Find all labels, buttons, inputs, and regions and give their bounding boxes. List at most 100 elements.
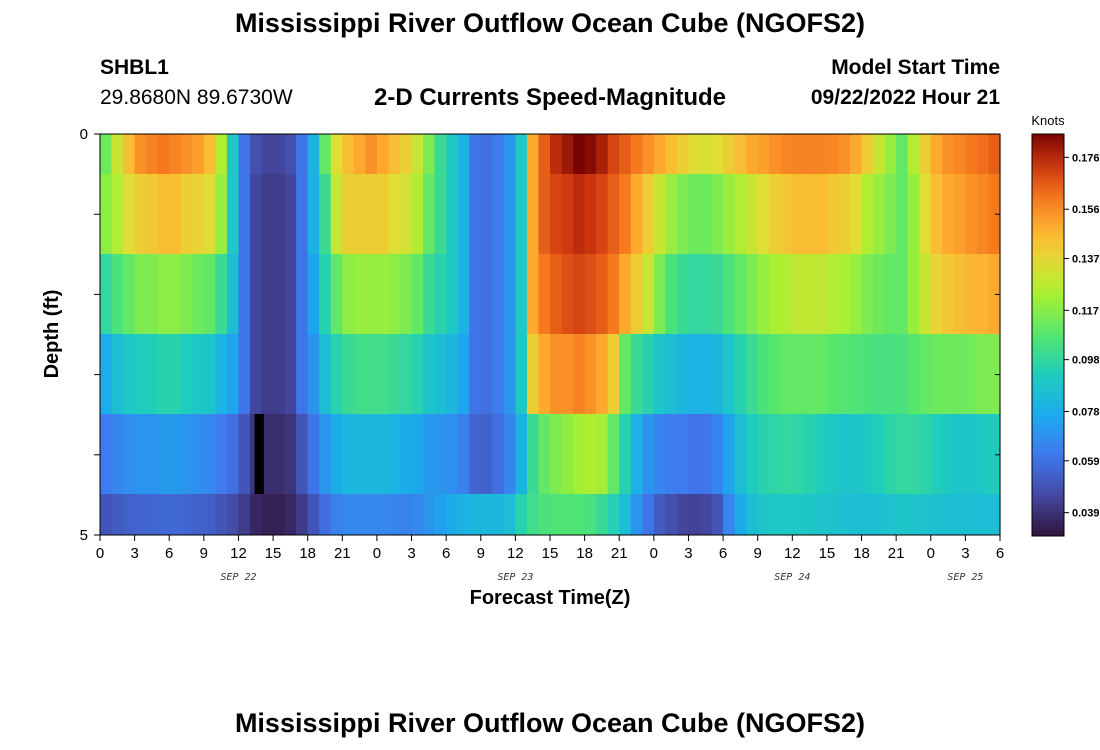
colorbar-tick-label: 0.098 — [1072, 355, 1100, 367]
heatmap-cell — [157, 494, 170, 536]
heatmap-cell — [434, 494, 447, 536]
heatmap-cell — [642, 414, 655, 495]
x-tick-label: 12 — [507, 545, 524, 562]
x-tick-label: 12 — [784, 545, 801, 562]
heatmap-cell — [930, 334, 943, 415]
heatmap-cell — [515, 494, 528, 536]
heatmap-cell — [111, 254, 124, 335]
heatmap-cell — [538, 494, 551, 536]
heatmap-cell — [388, 134, 401, 175]
heatmap-cell — [630, 414, 643, 495]
heatmap-cell — [711, 494, 724, 536]
x-tick-label: 3 — [684, 545, 692, 562]
heatmap-cell — [607, 134, 620, 175]
heatmap-cell — [642, 334, 655, 415]
heatmap-cell — [111, 414, 124, 495]
heatmap-cell — [503, 334, 516, 415]
heatmap-cell — [642, 494, 655, 536]
heatmap-cell — [157, 174, 170, 255]
heatmap-cell — [169, 134, 182, 175]
x-tick-label: 18 — [853, 545, 870, 562]
heatmap-cell — [238, 134, 251, 175]
heatmap-cell — [792, 134, 805, 175]
heatmap-cell — [446, 414, 459, 495]
heatmap-cell — [284, 414, 297, 495]
heatmap-cell — [503, 174, 516, 255]
heatmap-cell — [169, 414, 182, 495]
heatmap-cell — [676, 134, 690, 175]
heatmap-cell — [953, 174, 966, 255]
heatmap-cell — [861, 494, 874, 536]
heatmap-cell — [457, 174, 470, 255]
x-tick-label: 21 — [611, 545, 628, 562]
heatmap-cell — [619, 494, 632, 536]
heatmap-cell — [261, 494, 274, 536]
heatmap-cell — [538, 254, 551, 335]
heatmap-cell — [700, 174, 713, 255]
heatmap-cell — [434, 334, 447, 415]
date-label: SEP 25 — [947, 572, 983, 583]
heatmap-cell — [238, 254, 251, 335]
heatmap-cell — [480, 494, 493, 536]
heatmap-cell — [192, 494, 205, 536]
heatmap-cell — [965, 134, 978, 175]
heatmap-cell — [273, 414, 286, 495]
heatmap-cell — [619, 334, 632, 415]
heatmap-cell — [561, 494, 574, 536]
heatmap-cell — [169, 494, 182, 536]
heatmap-cell — [953, 494, 966, 536]
heatmap-cell — [861, 254, 874, 335]
heatmap-cell — [896, 414, 909, 495]
colorbar-tick-label: 0.059 — [1072, 456, 1100, 468]
heatmap-cell — [411, 414, 424, 495]
heatmap-cell — [665, 494, 678, 536]
x-tick-label: 21 — [334, 545, 351, 562]
heatmap-cell — [861, 134, 874, 175]
heatmap-cell — [330, 174, 343, 255]
heatmap-cell — [134, 134, 147, 175]
heatmap-cell — [134, 494, 147, 536]
heatmap-cell — [676, 254, 690, 335]
heatmap-cell — [423, 134, 436, 175]
heatmap-cell — [723, 254, 736, 335]
heatmap-cell — [203, 254, 216, 335]
heatmap-cell — [873, 494, 886, 536]
heatmap-cell — [746, 494, 759, 536]
heatmap-cell — [261, 414, 274, 495]
heatmap-cells — [100, 134, 1001, 536]
heatmap-cell — [757, 414, 770, 495]
heatmap-cell — [907, 414, 920, 495]
heatmap-cell — [653, 414, 666, 495]
heatmap-cell — [192, 254, 205, 335]
heatmap-cell — [538, 134, 551, 175]
heatmap-cell — [573, 174, 586, 255]
heatmap-cell — [826, 334, 840, 415]
date-label: SEP 22 — [220, 572, 256, 583]
colorbar-ticks: 0.176 0.156 0.137 0.117 0.098 0.078 0.059 0.039 — [1064, 152, 1100, 520]
heatmap-cell — [330, 334, 343, 415]
colorbar-tick-label: 0.039 — [1072, 508, 1100, 520]
colorbar — [1031, 133, 1065, 537]
heatmap-cell — [261, 134, 274, 175]
heatmap-cell — [630, 254, 643, 335]
heatmap-cell — [688, 134, 701, 175]
heatmap-cell — [203, 334, 216, 415]
heatmap-cell — [838, 494, 851, 536]
heatmap-cell — [388, 494, 401, 536]
heatmap-cell — [319, 414, 332, 495]
heatmap-cell — [342, 334, 355, 415]
heatmap-cell — [157, 134, 170, 175]
heatmap-cell — [515, 174, 528, 255]
heatmap-cell — [457, 334, 470, 415]
heatmap-cell — [400, 174, 413, 255]
heatmap-cell — [515, 254, 528, 335]
heatmap-cell — [226, 254, 240, 335]
heatmap-cell — [757, 174, 770, 255]
heatmap-cell — [100, 254, 113, 335]
heatmap-cell — [446, 254, 459, 335]
heatmap-cell — [111, 494, 124, 536]
heatmap-cell — [596, 334, 609, 415]
heatmap-cell — [584, 174, 597, 255]
heatmap-cell — [550, 174, 563, 255]
heatmap-cell — [642, 254, 655, 335]
